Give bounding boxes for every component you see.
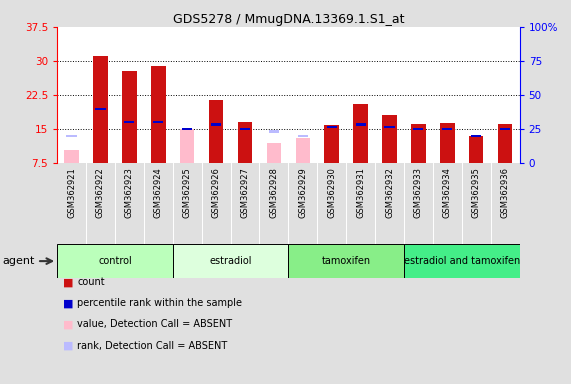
Bar <box>211 123 221 126</box>
Text: GSM362935: GSM362935 <box>472 167 481 218</box>
Text: GSM362924: GSM362924 <box>154 167 163 218</box>
Text: agent: agent <box>3 256 35 266</box>
Bar <box>267 143 281 163</box>
Text: tamoxifen: tamoxifen <box>321 256 371 266</box>
Title: GDS5278 / MmugDNA.13369.1.S1_at: GDS5278 / MmugDNA.13369.1.S1_at <box>172 13 404 26</box>
Bar <box>404 244 520 278</box>
Bar <box>240 128 250 130</box>
Bar <box>93 56 108 163</box>
Text: GSM362923: GSM362923 <box>125 167 134 218</box>
Text: estradiol: estradiol <box>210 256 252 266</box>
Text: GSM362929: GSM362929 <box>298 167 307 218</box>
Text: GSM362927: GSM362927 <box>240 167 250 218</box>
Bar <box>288 244 404 278</box>
Bar <box>324 124 339 163</box>
Bar <box>296 138 310 163</box>
Bar <box>153 121 163 123</box>
Text: GSM362921: GSM362921 <box>67 167 76 218</box>
Text: ■: ■ <box>63 319 73 329</box>
Text: estradiol and tamoxifen: estradiol and tamoxifen <box>404 256 520 266</box>
Bar <box>383 116 397 163</box>
Bar <box>500 128 510 130</box>
Bar <box>209 99 223 163</box>
Text: rank, Detection Call = ABSENT: rank, Detection Call = ABSENT <box>77 341 227 351</box>
Bar <box>66 135 77 137</box>
Text: GSM362930: GSM362930 <box>327 167 336 218</box>
Text: ■: ■ <box>63 341 73 351</box>
Text: GSM362925: GSM362925 <box>183 167 192 218</box>
Text: ■: ■ <box>63 277 73 287</box>
Bar <box>413 128 424 130</box>
Bar <box>95 108 106 110</box>
Bar <box>327 126 337 128</box>
Bar <box>269 130 279 132</box>
Text: GSM362922: GSM362922 <box>96 167 105 218</box>
Bar <box>384 126 395 128</box>
Bar <box>238 122 252 163</box>
Text: count: count <box>77 277 104 287</box>
Bar <box>498 124 512 163</box>
Text: percentile rank within the sample: percentile rank within the sample <box>77 298 242 308</box>
Bar <box>182 128 192 130</box>
Bar <box>57 244 172 278</box>
Text: GSM362934: GSM362934 <box>443 167 452 218</box>
Text: ■: ■ <box>63 298 73 308</box>
Bar <box>353 104 368 163</box>
Text: GSM362936: GSM362936 <box>501 167 510 218</box>
Bar <box>411 124 425 163</box>
Text: GSM362933: GSM362933 <box>414 167 423 218</box>
Text: GSM362932: GSM362932 <box>385 167 394 218</box>
Text: GSM362931: GSM362931 <box>356 167 365 218</box>
Bar <box>122 71 136 163</box>
Bar <box>124 121 134 123</box>
Text: control: control <box>98 256 132 266</box>
Bar <box>469 136 484 163</box>
Bar <box>180 129 194 163</box>
Bar <box>151 66 166 163</box>
Bar <box>440 123 455 163</box>
Bar <box>297 135 308 137</box>
Bar <box>443 128 452 130</box>
Text: GSM362926: GSM362926 <box>212 167 220 218</box>
Bar <box>356 123 365 126</box>
Text: value, Detection Call = ABSENT: value, Detection Call = ABSENT <box>77 319 232 329</box>
Bar <box>471 135 481 137</box>
Bar <box>65 150 79 163</box>
Bar <box>172 244 288 278</box>
Text: GSM362928: GSM362928 <box>270 167 279 218</box>
